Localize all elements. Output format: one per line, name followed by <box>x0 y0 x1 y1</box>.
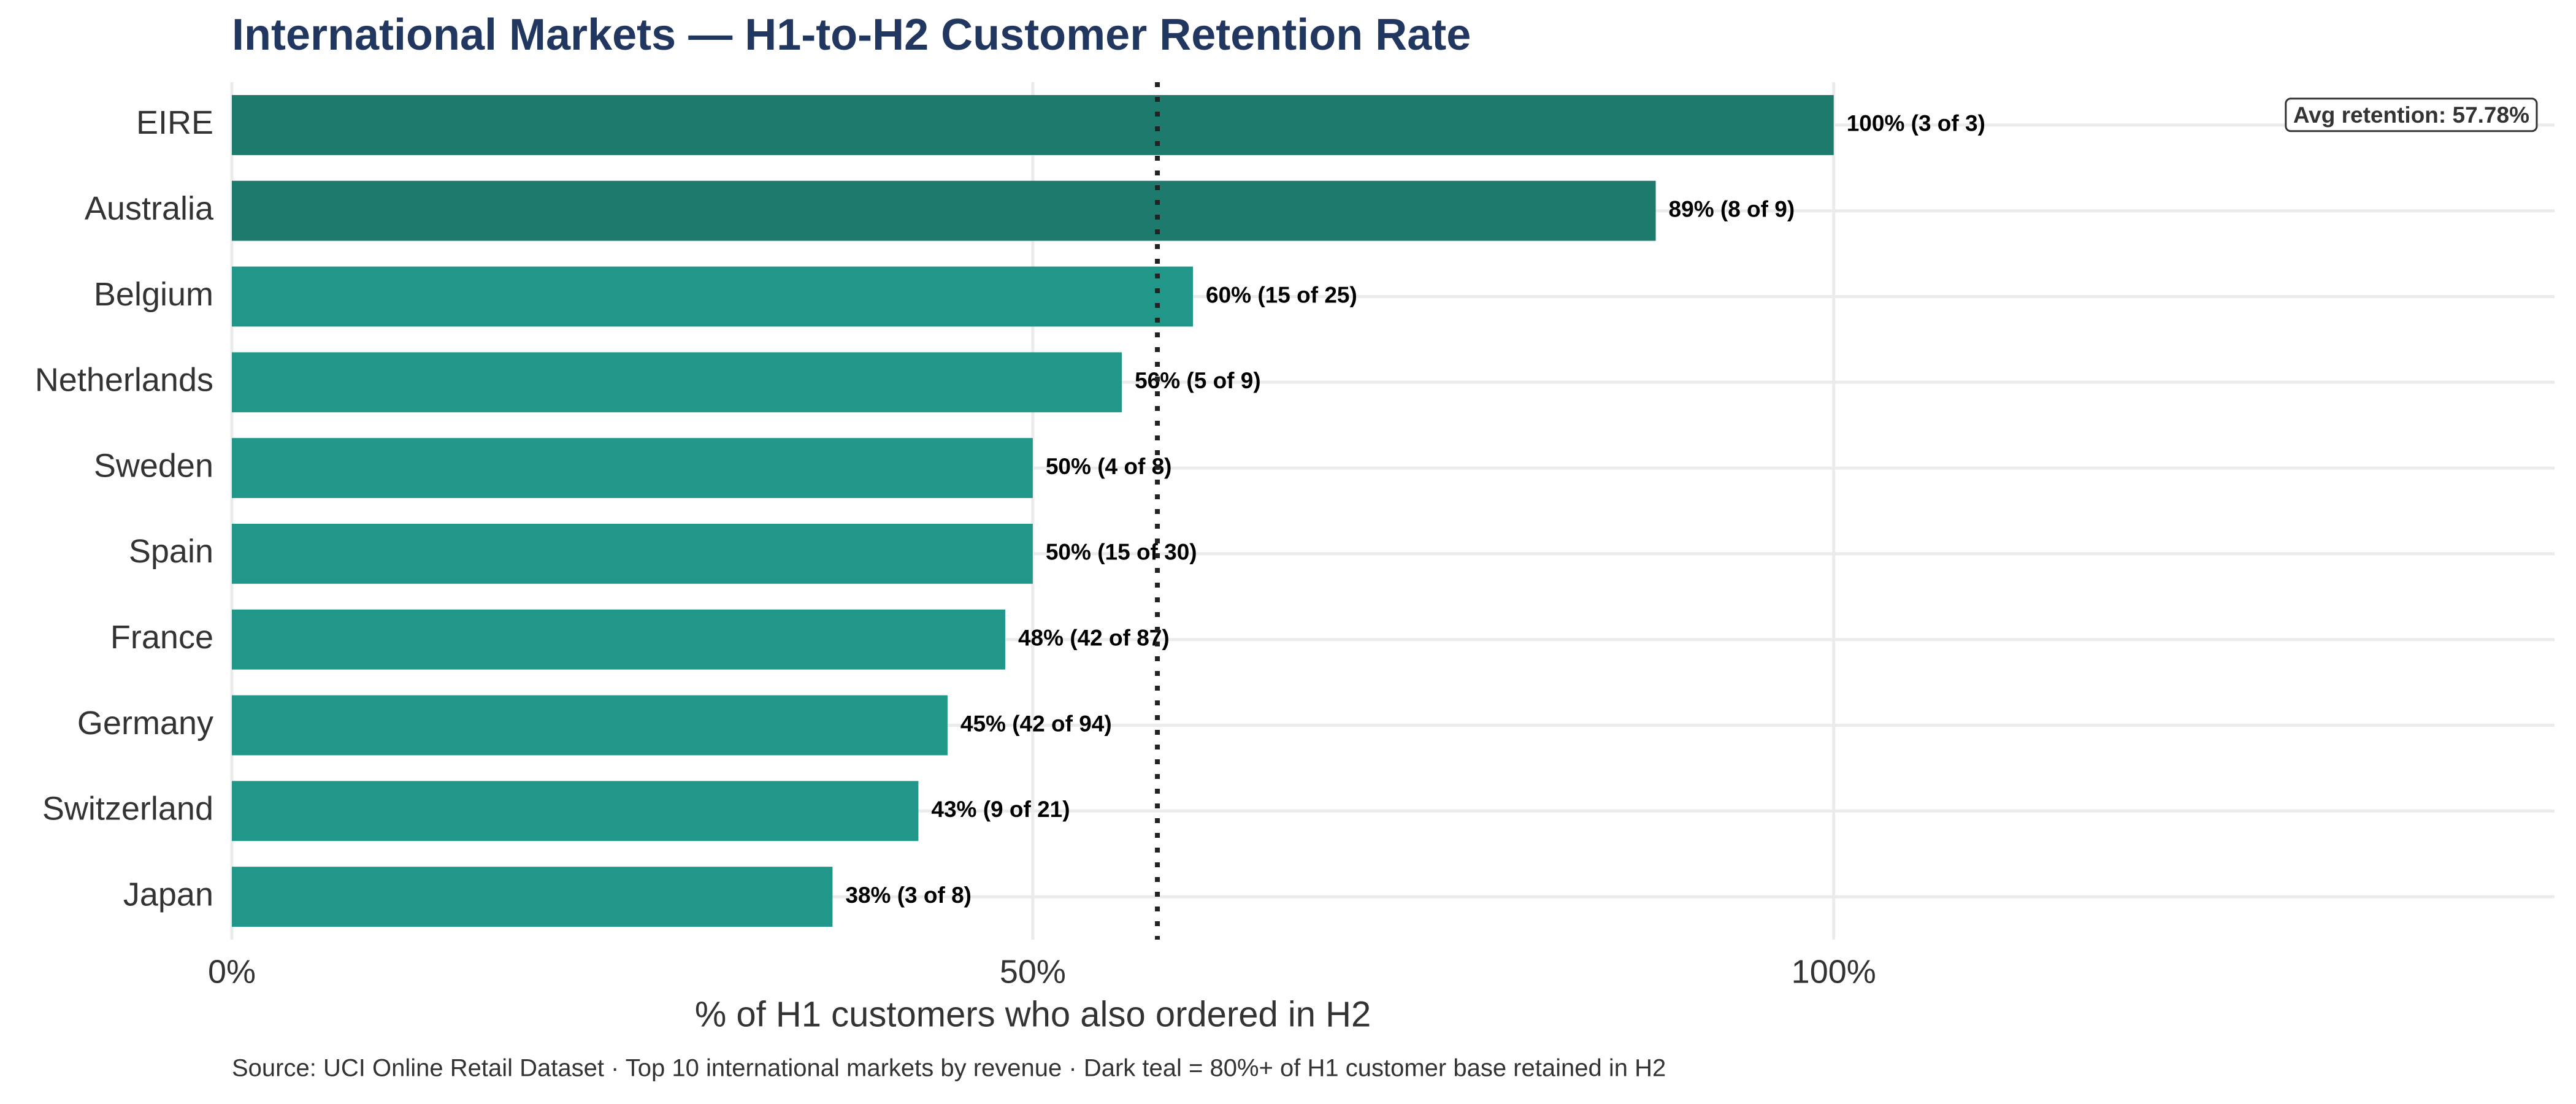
value-label: 100% (3 of 3) <box>1847 111 1985 136</box>
bar <box>232 695 948 756</box>
value-label: 48% (42 of 87) <box>1018 625 1170 650</box>
x-tick-label: 50% <box>1000 953 1066 990</box>
y-tick-label: Netherlands <box>35 362 213 399</box>
y-tick-label: France <box>110 619 213 656</box>
source-note: Source: UCI Online Retail Dataset · Top … <box>232 1055 1666 1082</box>
bar <box>232 94 1834 155</box>
x-axis-label: % of H1 customers who also ordered in H2 <box>695 994 1371 1034</box>
value-label: 50% (4 of 8) <box>1046 454 1172 479</box>
y-tick-label: Switzerland <box>42 791 213 827</box>
bar <box>232 180 1656 241</box>
bar <box>232 867 833 927</box>
y-tick-label: Belgium <box>94 276 213 313</box>
value-label: 56% (5 of 9) <box>1135 368 1261 393</box>
value-label: 60% (15 of 25) <box>1206 282 1357 307</box>
y-tick-label: Australia <box>85 190 214 227</box>
annotation-box <box>2285 98 2538 132</box>
y-tick-label: Spain <box>129 533 213 570</box>
value-label: 43% (9 of 21) <box>931 797 1070 822</box>
average-label: Avg retention: 57.78% <box>2293 102 2529 128</box>
bar <box>232 781 919 841</box>
chart-title: International Markets — H1-to-H2 Custome… <box>232 10 1471 59</box>
bar <box>232 352 1122 413</box>
value-label: 38% (3 of 8) <box>845 883 972 908</box>
bar <box>232 523 1033 584</box>
x-tick-label: 100% <box>1792 953 1876 990</box>
value-label: 45% (42 of 94) <box>960 711 1112 736</box>
y-tick-label: Germany <box>77 705 213 742</box>
bar <box>232 438 1033 499</box>
y-tick-label: EIRE <box>136 104 213 141</box>
bar <box>232 266 1194 327</box>
value-label: 50% (15 of 30) <box>1046 540 1197 565</box>
bar <box>232 609 1005 670</box>
y-tick-label: Sweden <box>94 447 213 484</box>
x-tick-label: 0% <box>208 953 256 990</box>
y-tick-label: Japan <box>123 876 213 913</box>
value-label: 89% (8 of 9) <box>1669 196 1795 221</box>
